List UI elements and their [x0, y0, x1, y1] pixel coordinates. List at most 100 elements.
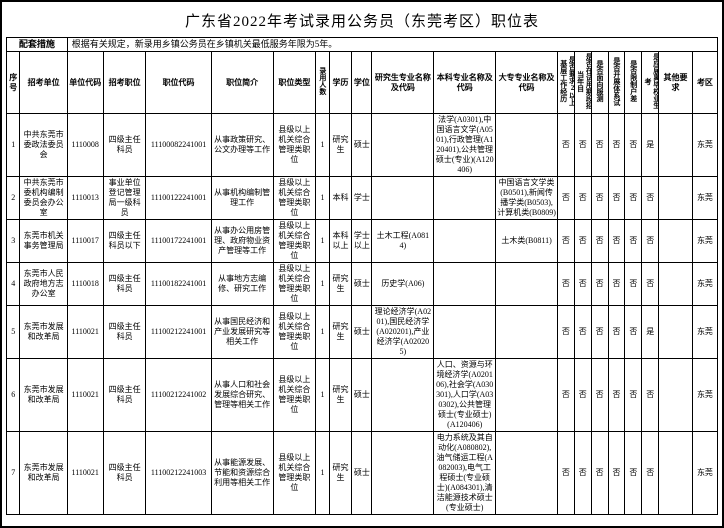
cell-pcode: 11100082241001	[146, 114, 211, 177]
cell-area: 东莞	[692, 263, 717, 306]
cell-edu: 研究生	[329, 432, 351, 515]
cell-b3: 否	[591, 359, 608, 432]
hdr-b2: 是否在试用期段招当年目	[574, 52, 591, 114]
cell-b3: 否	[591, 306, 608, 359]
hdr-grad: 研究生专业名称及代码	[372, 52, 434, 114]
cell-bach	[434, 263, 496, 306]
cell-pos: 四级主任科员	[103, 306, 146, 359]
cell-b1: 否	[557, 177, 574, 220]
cell-ptype: 县级以上机关综合管理类职位	[273, 220, 316, 263]
cell-unit: 东莞市人民政府地方志办公室	[20, 263, 67, 306]
table-row: 4东莞市人民政府地方志办公室1110018四级主任科员1110018224100…	[7, 263, 718, 306]
cell-junior	[496, 432, 558, 515]
cell-b4: 否	[608, 306, 625, 359]
cell-num: 1	[316, 359, 329, 432]
hdr-pos: 招考职位	[103, 52, 146, 114]
cell-area: 东莞	[692, 220, 717, 263]
cell-ucode: 1110017	[67, 220, 103, 263]
support-text: 根据有关规定，新录用乡镇公务员在乡镇机关最低服务年限为5年。	[67, 38, 717, 52]
cell-grad: 土木工程(A0814)	[372, 220, 434, 263]
cell-junior	[496, 306, 558, 359]
cell-b4: 否	[608, 114, 625, 177]
cell-area: 东莞	[692, 432, 717, 515]
cell-junior	[496, 114, 558, 177]
cell-edu: 研究生	[329, 263, 351, 306]
cell-pos: 四级主任科员	[103, 432, 146, 515]
cell-grad	[372, 177, 434, 220]
cell-b1: 否	[557, 432, 574, 515]
cell-junior: 中国语言文学类(B0501),新闻传播学类(B0503),计算机类(B0809)	[496, 177, 558, 220]
table-row: 1中共东莞市委政法委员会1110008四级主任科员11100082241001从…	[7, 114, 718, 177]
cell-b5: 否	[625, 306, 642, 359]
cell-idx: 4	[7, 263, 20, 306]
hdr-b6: 是应届离毕校业生考	[642, 52, 659, 114]
cell-b3: 否	[591, 432, 608, 515]
cell-b5: 否	[625, 220, 642, 263]
hdr-junior: 大专专业名称及代码	[496, 52, 558, 114]
cell-ptype: 县级以上机关综合管理类职位	[273, 432, 316, 515]
cell-b3: 否	[591, 114, 608, 177]
cell-b1: 否	[557, 263, 574, 306]
cell-b2: 否	[574, 177, 591, 220]
cell-b3: 否	[591, 263, 608, 306]
cell-ucode: 1110021	[67, 359, 103, 432]
cell-area: 东莞	[692, 306, 717, 359]
cell-area: 东莞	[692, 177, 717, 220]
cell-bach	[434, 220, 496, 263]
cell-num: 1	[316, 432, 329, 515]
cell-b5: 否	[625, 432, 642, 515]
cell-b6: 是	[642, 306, 659, 359]
cell-deg: 硕士	[352, 114, 372, 177]
cell-bach: 人口、资源与环境经济学(A020106),社会学(A030301),人口学(A0…	[434, 359, 496, 432]
cell-pos: 四级主任科员	[103, 359, 146, 432]
cell-b6: 是	[642, 114, 659, 177]
cell-brief: 从事地方志编修、研究工作	[211, 263, 273, 306]
cell-bach	[434, 306, 496, 359]
cell-deg: 学士	[352, 177, 372, 220]
cell-ucode: 1110013	[67, 177, 103, 220]
table-row: 5东莞市发展和改革局1110021四级主任科员11100212241001从事国…	[7, 306, 718, 359]
cell-bach	[434, 177, 496, 220]
cell-b3: 否	[591, 220, 608, 263]
cell-b4: 否	[608, 359, 625, 432]
cell-unit: 中共东莞市委机构编制委员会办公室	[20, 177, 67, 220]
cell-b5: 否	[625, 359, 642, 432]
cell-grad	[372, 432, 434, 515]
table-row: 7东莞市发展和改革局1110021四级主任科员11100212241003从事能…	[7, 432, 718, 515]
cell-num: 1	[316, 177, 329, 220]
cell-ucode: 1110008	[67, 114, 103, 177]
cell-brief: 从事政策研究、公文办理等工作	[211, 114, 273, 177]
cell-edu: 本科以上	[329, 220, 351, 263]
cell-pcode: 11100212241002	[146, 359, 211, 432]
cell-other	[659, 114, 693, 177]
cell-pcode: 11100182241001	[146, 263, 211, 306]
cell-area: 东莞	[692, 359, 717, 432]
cell-edu: 研究生	[329, 359, 351, 432]
cell-num: 1	[316, 263, 329, 306]
hdr-area: 考区	[692, 52, 717, 114]
hdr-edu: 学历	[329, 52, 351, 114]
cell-unit: 东莞市发展和改革局	[20, 359, 67, 432]
hdr-pcode: 职位代码	[146, 52, 211, 114]
cell-deg: 硕士	[352, 263, 372, 306]
cell-edu: 研究生	[329, 306, 351, 359]
cell-b5: 否	[625, 114, 642, 177]
cell-brief: 从事办公用房管理、政府物业资产管理等工作	[211, 220, 273, 263]
cell-grad: 理论经济学(A0201),国民经济学(A020201),产业经济学(A02020…	[372, 306, 434, 359]
cell-b4: 否	[608, 177, 625, 220]
cell-b6: 否	[642, 359, 659, 432]
hdr-other: 其他要求	[659, 52, 693, 114]
cell-idx: 1	[7, 114, 20, 177]
cell-grad	[372, 114, 434, 177]
cell-brief: 从事国民经济和产业发展研究等相关工作	[211, 306, 273, 359]
positions-table: 配套措施 根据有关规定，新录用乡镇公务员在乡镇机关最低服务年限为5年。 序号 招…	[6, 37, 718, 515]
cell-edu: 研究生	[329, 114, 351, 177]
cell-ptype: 县级以上机关综合管理类职位	[273, 306, 316, 359]
cell-other	[659, 306, 693, 359]
cell-area: 东莞	[692, 114, 717, 177]
cell-num: 1	[316, 220, 329, 263]
hdr-idx: 序号	[7, 52, 20, 114]
cell-b2: 否	[574, 220, 591, 263]
cell-ptype: 县级以上机关综合管理类职位	[273, 114, 316, 177]
cell-idx: 2	[7, 177, 20, 220]
